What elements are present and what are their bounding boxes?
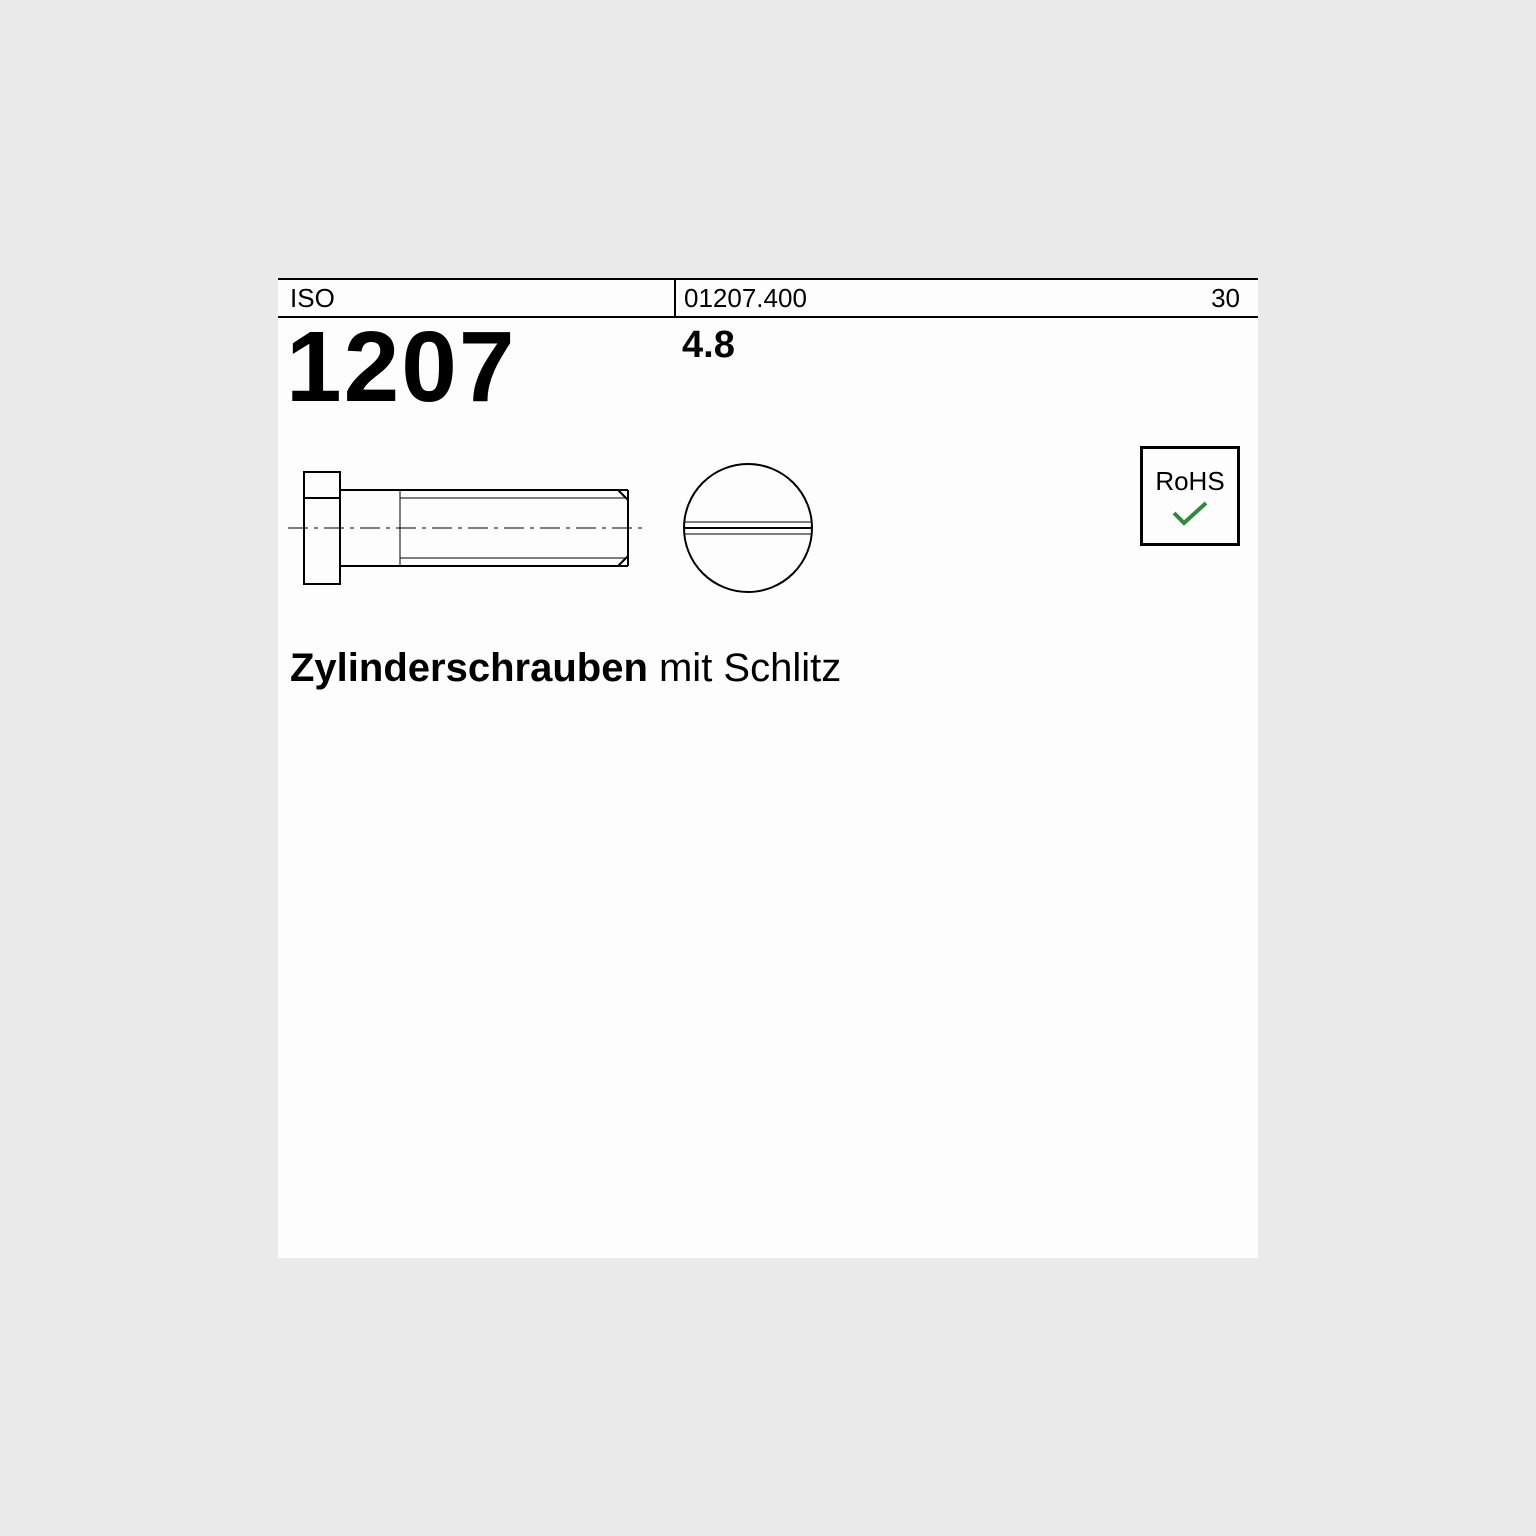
standard-number: 1207 [286, 310, 516, 425]
rohs-badge: RoHS [1140, 446, 1240, 546]
product-description: Zylinderschrauben mit Schlitz [290, 646, 841, 691]
screw-side-view [288, 472, 644, 584]
strength-grade: 4.8 [682, 324, 735, 367]
description-rest: mit Schlitz [648, 646, 841, 690]
technical-drawing [288, 428, 848, 628]
page-number: 30 [1211, 283, 1240, 314]
spec-card: ISO 01207.400 30 1207 4.8 [278, 278, 1258, 1258]
header-divider [674, 280, 676, 316]
check-icon [1170, 499, 1210, 527]
rohs-label: RoHS [1155, 466, 1224, 497]
standard-label: ISO [290, 283, 335, 314]
article-code: 01207.400 [684, 283, 807, 314]
screw-head-front-view [684, 464, 812, 592]
description-bold: Zylinderschrauben [290, 646, 648, 690]
